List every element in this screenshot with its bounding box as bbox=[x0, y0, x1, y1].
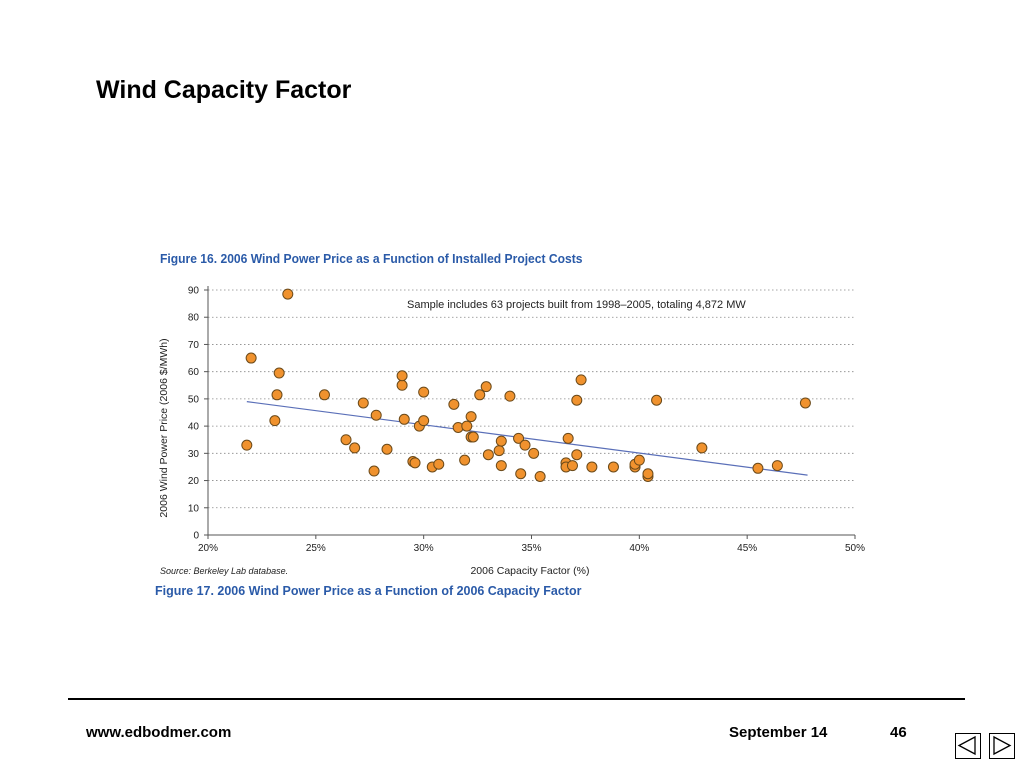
previous-slide-button[interactable] bbox=[955, 733, 981, 759]
x-tick-label: 45% bbox=[737, 543, 757, 554]
data-point bbox=[799, 397, 811, 409]
y-tick-label: 40 bbox=[188, 422, 200, 433]
scatter-chart: 0 10 20 30 40 50 60 70 80 90 20% 25% 30% 35% 40% 45% 50%… bbox=[158, 286, 865, 578]
data-point bbox=[504, 390, 516, 402]
page-number: 46 bbox=[890, 724, 907, 741]
data-point bbox=[586, 461, 598, 473]
data-point bbox=[357, 397, 369, 409]
footer-divider bbox=[68, 698, 965, 700]
data-point bbox=[480, 381, 492, 393]
data-point bbox=[562, 432, 574, 444]
x-tick-label: 25% bbox=[306, 543, 326, 554]
x-axis-label: 2006 Capacity Factor (%) bbox=[470, 565, 589, 577]
data-point bbox=[282, 288, 294, 300]
data-point bbox=[273, 367, 285, 379]
data-point bbox=[495, 460, 507, 472]
y-tick-label: 50 bbox=[188, 394, 200, 405]
data-point bbox=[474, 389, 486, 401]
tick-labels: 0 10 20 30 40 50 60 70 80 90 20% 25% 30% 35% 40% 45% 50% bbox=[188, 286, 865, 555]
data-points bbox=[241, 288, 811, 482]
figure-17-caption: Figure 17. 2006 Wind Power Price as a Fu… bbox=[155, 583, 582, 598]
data-point bbox=[381, 443, 393, 455]
data-point bbox=[398, 413, 410, 425]
y-tick-label: 60 bbox=[188, 367, 200, 378]
y-tick-label: 80 bbox=[188, 313, 200, 324]
y-tick-label: 90 bbox=[188, 286, 200, 297]
triangle-left-icon bbox=[957, 735, 976, 756]
trendline bbox=[246, 401, 808, 476]
x-tick-label: 30% bbox=[414, 543, 434, 554]
data-point bbox=[349, 442, 361, 454]
y-tick-label: 30 bbox=[188, 449, 200, 460]
data-point bbox=[418, 415, 430, 427]
data-point bbox=[575, 374, 587, 386]
y-tick-label: 20 bbox=[188, 476, 200, 487]
data-point bbox=[318, 389, 330, 401]
y-tick-label: 70 bbox=[188, 340, 200, 351]
y-axis-label: 2006 Wind Power Price (2006 $/MWh) bbox=[158, 338, 170, 517]
data-point bbox=[519, 439, 531, 451]
chart-source: Source: Berkeley Lab database. bbox=[160, 566, 288, 576]
data-point bbox=[368, 465, 380, 477]
chart-annotation: Sample includes 63 projects built from 1… bbox=[407, 299, 746, 311]
next-slide-button[interactable] bbox=[989, 733, 1015, 759]
data-point bbox=[571, 394, 583, 406]
data-point bbox=[418, 386, 430, 398]
data-point bbox=[409, 457, 421, 469]
data-point bbox=[534, 470, 546, 482]
data-point bbox=[433, 458, 445, 470]
data-point bbox=[465, 411, 477, 423]
data-point bbox=[513, 432, 525, 444]
data-point bbox=[340, 434, 352, 446]
x-tick-label: 40% bbox=[629, 543, 649, 554]
data-point bbox=[482, 449, 494, 461]
y-tick-label: 10 bbox=[188, 503, 200, 514]
data-point bbox=[651, 394, 663, 406]
y-tick-label: 0 bbox=[193, 531, 199, 542]
gridlines bbox=[208, 289, 855, 509]
slide-title: Wind Capacity Factor bbox=[96, 76, 352, 104]
data-point bbox=[459, 454, 471, 466]
data-point bbox=[607, 461, 619, 473]
data-point bbox=[495, 435, 507, 447]
footer-website: www.edbodmer.com bbox=[86, 724, 232, 741]
data-point bbox=[396, 379, 408, 391]
data-point bbox=[461, 420, 473, 432]
data-point bbox=[269, 415, 281, 427]
data-point bbox=[271, 389, 283, 401]
figure-16-caption: Figure 16. 2006 Wind Power Price as a Fu… bbox=[160, 251, 583, 266]
x-tick-label: 35% bbox=[521, 543, 541, 554]
triangle-right-icon bbox=[993, 735, 1012, 756]
x-tick-label: 50% bbox=[845, 543, 865, 554]
data-point bbox=[642, 468, 654, 480]
data-point bbox=[396, 370, 408, 382]
data-point bbox=[448, 398, 460, 410]
data-point bbox=[771, 460, 783, 472]
x-tick-label: 20% bbox=[198, 543, 218, 554]
data-point bbox=[528, 447, 540, 459]
data-point bbox=[566, 460, 578, 472]
data-point bbox=[245, 352, 257, 364]
data-point bbox=[241, 439, 253, 451]
data-point bbox=[696, 442, 708, 454]
data-point bbox=[633, 454, 645, 466]
data-point bbox=[493, 445, 505, 457]
data-point bbox=[515, 468, 527, 480]
trendline-group bbox=[246, 401, 808, 476]
data-point bbox=[370, 409, 382, 421]
footer-date: September 14 bbox=[729, 724, 828, 741]
data-point bbox=[752, 462, 764, 474]
data-point bbox=[467, 431, 479, 443]
axes bbox=[207, 286, 855, 536]
data-point bbox=[571, 449, 583, 461]
